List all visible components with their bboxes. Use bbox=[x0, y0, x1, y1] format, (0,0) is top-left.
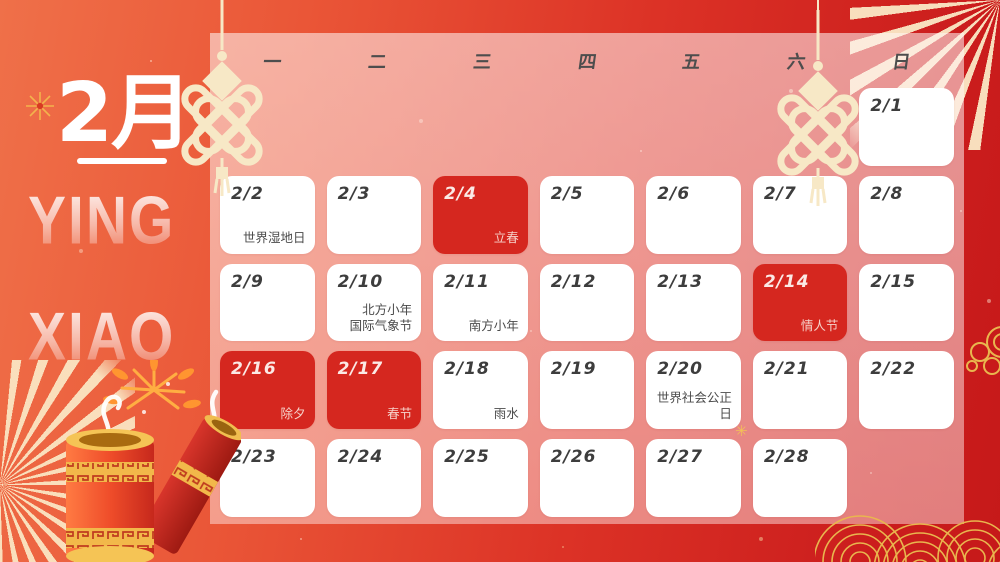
calendar-cell[interactable]: 2/4 立春 bbox=[433, 175, 528, 254]
calendar-cell[interactable]: 2/2 世界湿地日 bbox=[220, 175, 315, 254]
knot-string bbox=[817, 0, 819, 14]
firework-star-icon bbox=[26, 92, 54, 120]
spark-icon: ✳ bbox=[735, 423, 748, 440]
cell-note: 世界湿地日 bbox=[243, 231, 306, 246]
sparkle-dots bbox=[150, 60, 152, 62]
calendar-cell[interactable]: 2/25 bbox=[433, 439, 528, 517]
calendar-cell[interactable]: 2/24 bbox=[326, 439, 422, 517]
cell-date: 2/21 bbox=[763, 359, 810, 380]
calendar-cell[interactable]: 2/1 bbox=[859, 88, 954, 166]
title-underline bbox=[77, 158, 167, 164]
cell-date: 2/11 bbox=[444, 271, 490, 292]
empty-slot bbox=[327, 88, 422, 166]
cell-date: 2/13 bbox=[657, 271, 703, 292]
calendar-cell[interactable]: 2/13 bbox=[646, 263, 741, 342]
calendar-cell[interactable]: 2/18 雨水 bbox=[433, 351, 528, 430]
calendar-cell[interactable]: 2/11 南方小年 bbox=[433, 263, 528, 342]
calendar-cell[interactable]: 2/23 bbox=[220, 439, 315, 517]
calendar-cell[interactable]: 2/22 bbox=[859, 351, 954, 430]
cell-date: 2/26 bbox=[550, 447, 597, 468]
cell-date: 2/3 bbox=[337, 183, 371, 204]
cell-date: 2/9 bbox=[231, 271, 264, 292]
watermark-text: XIAO bbox=[28, 299, 176, 375]
cell-date: 2/2 bbox=[231, 183, 264, 204]
watermark-text: YING bbox=[28, 183, 176, 259]
calendar-cell[interactable]: 2/6 bbox=[646, 175, 741, 254]
cell-date: 2/14 bbox=[763, 271, 810, 292]
cell-date: 2/5 bbox=[550, 183, 584, 204]
calendar-cell[interactable]: 2/21 bbox=[752, 351, 848, 430]
cell-date: 2/24 bbox=[337, 447, 384, 468]
cell-date: 2/27 bbox=[657, 447, 703, 468]
firecrackers-illustration bbox=[66, 360, 241, 562]
calendar-cell[interactable]: 2/3 bbox=[326, 175, 422, 254]
cell-date: 2/16 bbox=[231, 359, 277, 380]
calendar-cell[interactable]: 2/19 bbox=[539, 351, 635, 430]
calendar-cell[interactable]: 2/9 bbox=[220, 263, 315, 342]
cell-note: 情人节 bbox=[800, 319, 839, 334]
weekday-label: 三 bbox=[471, 51, 493, 72]
cell-date: 2/18 bbox=[444, 359, 490, 380]
cell-date: 2/28 bbox=[763, 447, 810, 468]
calendar-cell[interactable]: 2/26 bbox=[539, 439, 635, 517]
empty-slot bbox=[540, 88, 635, 166]
weekday-label: 五 bbox=[681, 51, 703, 72]
cell-note: 北方小年 国际气象节 bbox=[349, 302, 413, 334]
calendar-cell[interactable]: 2/5 bbox=[539, 175, 635, 254]
calendar-cell[interactable]: 2/17 春节 bbox=[326, 351, 422, 430]
cell-date: 2/15 bbox=[870, 271, 917, 292]
calendar-cell[interactable]: 2/12 bbox=[539, 263, 635, 342]
cell-note: 春节 bbox=[387, 406, 413, 421]
cell-note: 立春 bbox=[493, 231, 519, 246]
calendar-cell[interactable]: 2/7 bbox=[752, 175, 848, 254]
cloud-icon bbox=[966, 326, 1000, 375]
empty-slot bbox=[646, 88, 741, 166]
month-title: 2月 bbox=[56, 66, 193, 161]
cell-date: 2/6 bbox=[657, 183, 691, 204]
cell-date: 2/17 bbox=[337, 359, 384, 380]
cell-note: 南方小年 bbox=[468, 319, 519, 334]
weekday-label: 二 bbox=[366, 51, 388, 72]
cell-date: 2/20 bbox=[657, 359, 703, 380]
cell-date: 2/10 bbox=[337, 271, 384, 292]
cell-date: 2/22 bbox=[870, 359, 917, 380]
calendar-grid: 2/1 2/2 世界湿地日 2/3 2/4 立春 2/5 2/6 2/7 2/8 2/9 2/10 北方… bbox=[220, 88, 954, 517]
cell-date: 2/23 bbox=[231, 447, 277, 468]
cell-date: 2/4 bbox=[444, 183, 478, 204]
cell-date: 2/19 bbox=[550, 359, 597, 380]
cell-date: 2/12 bbox=[550, 271, 597, 292]
calendar-cell[interactable]: 2/8 bbox=[859, 175, 954, 254]
calendar-cell[interactable]: 2/16 除夕 bbox=[220, 351, 315, 430]
calendar-cell[interactable]: 2/20 世界社会公正日 bbox=[646, 351, 741, 430]
cell-date: 2/7 bbox=[763, 183, 797, 204]
cell-note: 除夕 bbox=[280, 406, 306, 421]
calendar-cell[interactable]: 2/28 bbox=[752, 439, 848, 517]
cell-date: 2/8 bbox=[870, 183, 904, 204]
cell-note: 世界社会公正日 bbox=[656, 390, 732, 421]
calendar-cell[interactable]: 2/10 北方小年 国际气象节 bbox=[326, 263, 422, 342]
chinese-knot-icon bbox=[181, 0, 263, 196]
calendar-panel: 一二三四五六日 2/1 2/2 世界湿地日 2/3 2/4 立春 2/5 2/6 2/7 2/8 2… bbox=[210, 33, 964, 524]
cell-note: 雨水 bbox=[493, 406, 519, 421]
calendar-cell[interactable]: 2/27 bbox=[646, 439, 741, 517]
cell-date: 2/1 bbox=[870, 96, 904, 116]
scallop-arcs-icon bbox=[815, 515, 1000, 562]
empty-slot bbox=[433, 88, 528, 166]
chinese-knot-icon bbox=[777, 10, 859, 206]
calendar-cell[interactable]: 2/15 bbox=[859, 263, 954, 342]
cell-date: 2/25 bbox=[444, 447, 490, 468]
calendar-cell[interactable]: 2/14 情人节 bbox=[752, 263, 848, 342]
weekday-label: 四 bbox=[576, 51, 598, 72]
